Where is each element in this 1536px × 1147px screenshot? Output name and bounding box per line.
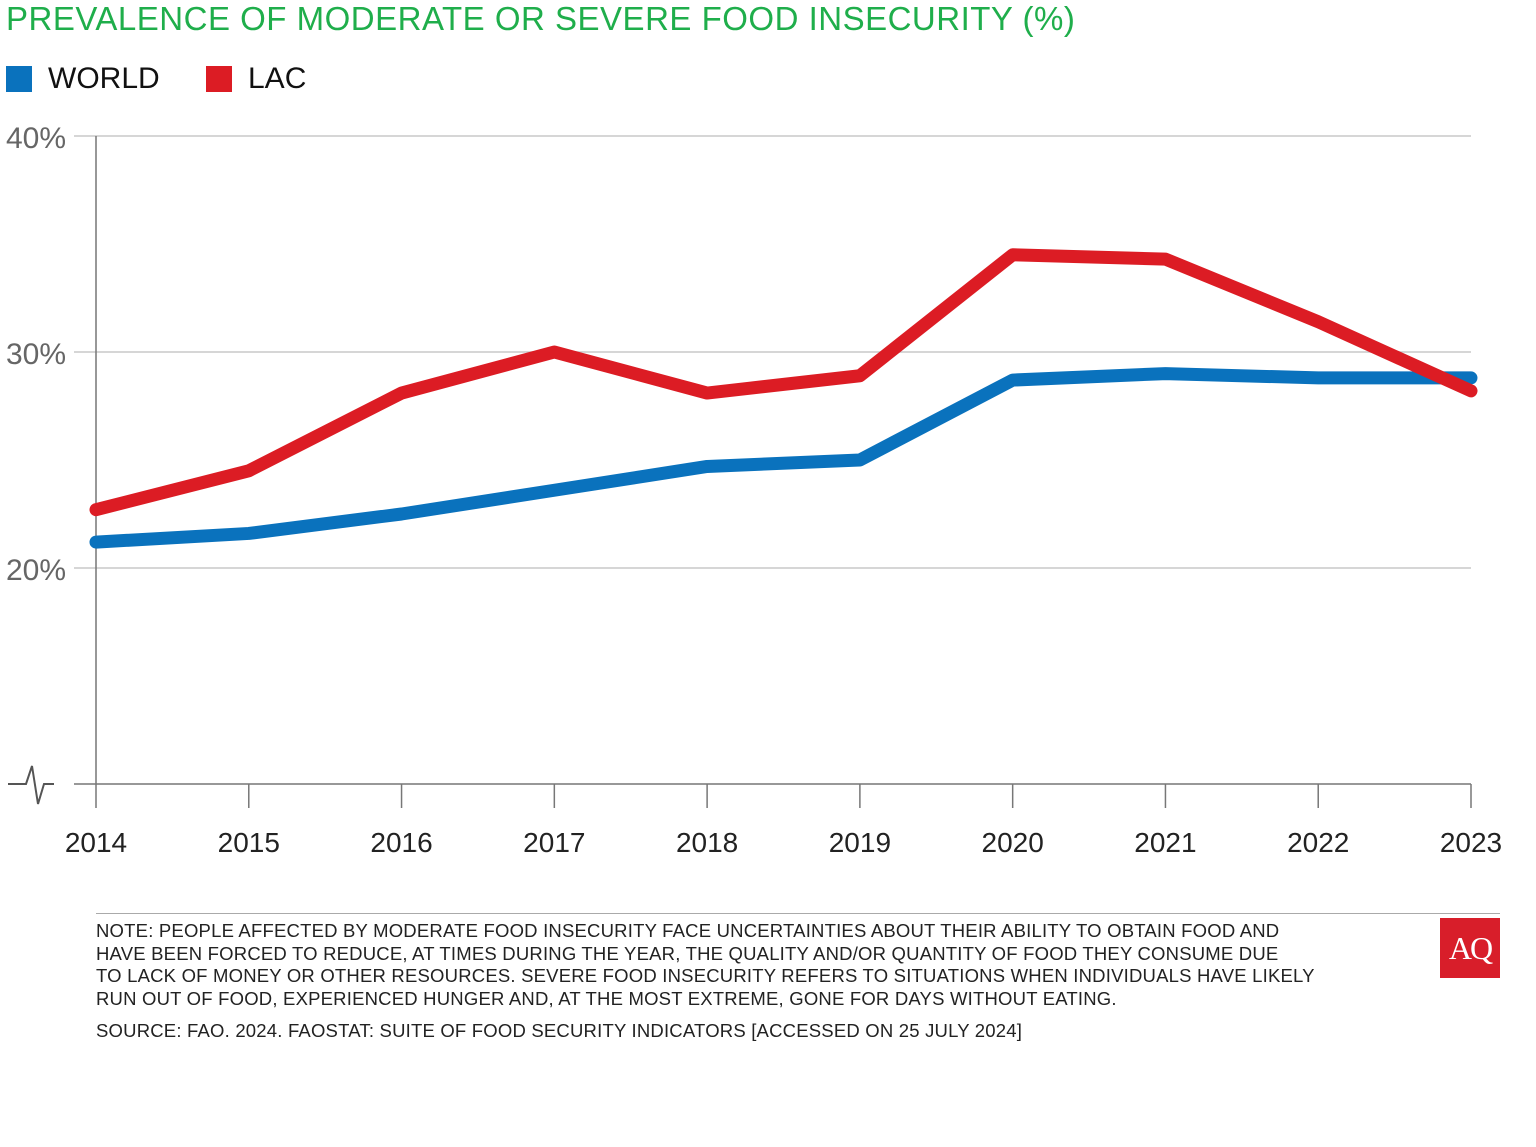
legend-swatch-lac xyxy=(206,66,232,92)
axis-break-icon xyxy=(8,765,54,805)
x-tick-label: 2016 xyxy=(370,827,432,858)
series-line-world xyxy=(89,367,1478,549)
legend-swatch-world xyxy=(6,66,32,92)
legend-label-world: WORLD xyxy=(48,62,160,95)
legend-item-world: WORLD xyxy=(6,62,160,96)
footer-divider xyxy=(96,913,1500,914)
x-tick-label: 2019 xyxy=(829,827,891,858)
series-line-lac xyxy=(89,248,1478,517)
legend-label-lac: LAC xyxy=(248,62,307,95)
note-line: RUN OUT OF FOOD, EXPERIENCED HUNGER AND,… xyxy=(96,987,1117,1009)
chart-title: PREVALENCE OF MODERATE OR SEVERE FOOD IN… xyxy=(6,0,1076,37)
x-tick-label: 2020 xyxy=(982,827,1044,858)
x-tick-label: 2018 xyxy=(676,827,738,858)
note-line: NOTE: PEOPLE AFFECTED BY MODERATE FOOD I… xyxy=(96,920,1280,941)
y-tick-label: 20% xyxy=(6,554,66,587)
x-tick-label: 2021 xyxy=(1134,827,1196,858)
note-line: HAVE BEEN FORCED TO REDUCE, AT TIMES DUR… xyxy=(96,942,1279,964)
x-tick-label: 2022 xyxy=(1287,827,1349,858)
x-tick-label: 2023 xyxy=(1440,827,1502,858)
legend-item-lac: LAC xyxy=(206,62,306,96)
x-tick-label: 2014 xyxy=(65,827,127,858)
chart-note: NOTE: PEOPLE AFFECTED BY MODERATE FOOD I… xyxy=(96,920,1315,1010)
y-tick-label: 30% xyxy=(6,338,66,371)
chart-source: SOURCE: FAO. 2024. FAOSTAT: SUITE OF FOO… xyxy=(96,1020,1023,1041)
y-tick-label: 40% xyxy=(6,122,66,155)
note-line: TO LACK OF MONEY OR OTHER RESOURCES. SEV… xyxy=(96,965,1315,986)
x-tick-label: 2015 xyxy=(218,827,280,858)
x-tick-label: 2017 xyxy=(523,827,585,858)
aq-logo: AQ xyxy=(1440,918,1500,978)
